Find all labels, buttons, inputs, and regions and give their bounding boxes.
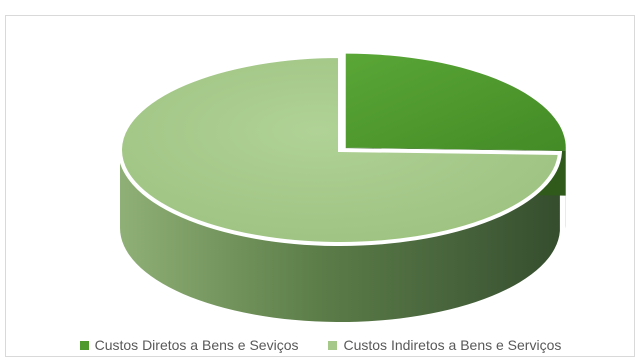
legend-item-1: Custos Indiretos a Bens e Serviços xyxy=(328,337,561,353)
legend-swatch-0 xyxy=(79,340,89,350)
legend-label-0: Custos Diretos a Bens e Seviços xyxy=(94,337,299,353)
pie-slice-1 xyxy=(118,53,563,246)
legend-label-1: Custos Indiretos a Bens e Serviços xyxy=(343,337,562,353)
legend-item-0: Custos Diretos a Bens e Seviços xyxy=(79,337,299,353)
pie-slice-side-1 xyxy=(120,150,560,322)
legend: Custos Diretos a Bens e Seviços Custos In… xyxy=(0,334,641,356)
pie-slice-0 xyxy=(345,53,566,151)
legend-swatch-1 xyxy=(328,340,338,350)
